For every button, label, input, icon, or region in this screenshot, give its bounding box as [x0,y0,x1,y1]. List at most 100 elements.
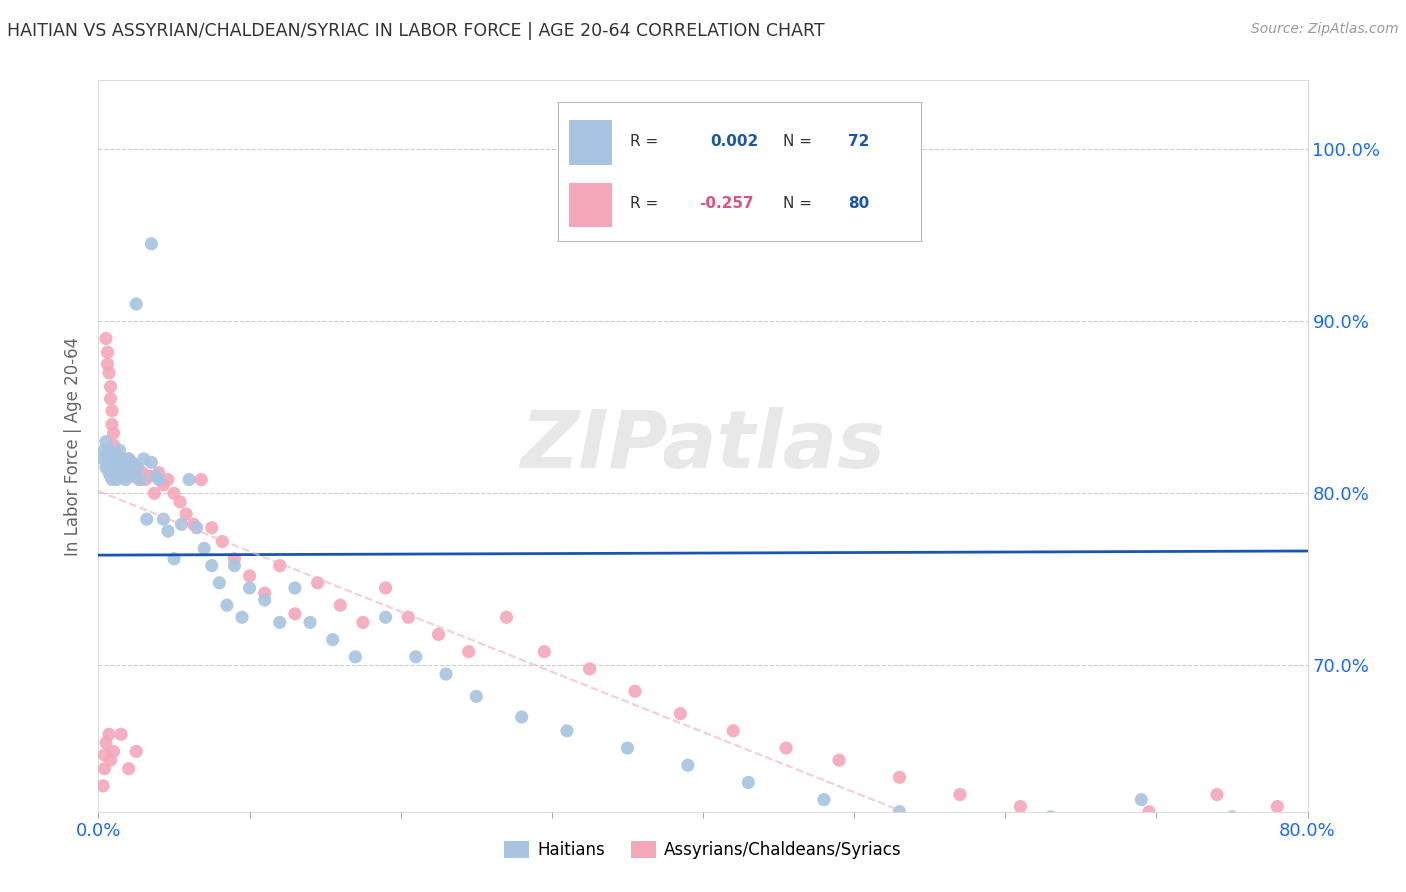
Point [163,551,186,566]
Point [110,727,132,741]
Point [405,649,427,664]
Point [186,521,208,535]
Point [533,645,555,659]
Point [1220,810,1243,824]
Point [284,607,307,621]
Point [201,558,224,573]
Point [107,466,129,480]
Point [131,466,153,480]
Point [329,598,352,612]
Text: Source: ZipAtlas.com: Source: ZipAtlas.com [1251,22,1399,37]
Legend: Haitians, Assyrians/Chaldeans/Syriacs: Haitians, Assyrians/Chaldeans/Syriacs [498,834,908,865]
Point [91,779,114,793]
Point [114,473,136,487]
Point [120,466,142,480]
Point [108,460,131,475]
Point [124,469,146,483]
Point [775,741,797,756]
Point [118,451,141,466]
Point [101,455,124,469]
Point [737,775,759,789]
Point [94,736,117,750]
Point [100,379,122,393]
Point [148,473,170,487]
Point [1267,799,1289,814]
Point [169,495,191,509]
Point [110,451,132,466]
Point [224,558,246,573]
Point [94,460,117,475]
Point [253,593,276,607]
Point [215,598,238,612]
Point [127,460,149,475]
Point [457,645,479,659]
Point [141,455,163,469]
Point [624,684,647,698]
Point [100,392,122,406]
Point [307,575,329,590]
Point [105,460,128,475]
Point [170,517,193,532]
Point [156,473,179,487]
Point [183,517,205,532]
Point [1070,817,1092,831]
Point [299,615,322,630]
Point [115,460,138,475]
Point [174,507,197,521]
Point [103,466,125,480]
Point [208,575,231,590]
Point [139,469,162,483]
Text: HAITIAN VS ASSYRIAN/CHALDEAN/SYRIAC IN LABOR FORCE | AGE 20-64 CORRELATION CHART: HAITIAN VS ASSYRIAN/CHALDEAN/SYRIAC IN L… [7,22,825,40]
Point [1296,827,1319,841]
Point [93,747,115,762]
Point [156,524,179,539]
Point [103,438,125,452]
Point [193,541,215,556]
Point [723,723,745,738]
Point [111,451,134,466]
Point [616,741,638,756]
Point [179,473,201,487]
Point [322,632,344,647]
Point [152,512,174,526]
Point [352,615,374,630]
Point [1039,810,1062,824]
Point [239,581,262,595]
Point [669,706,692,721]
Point [374,610,396,624]
Point [163,486,186,500]
Point [101,417,124,432]
Point [134,473,156,487]
Point [108,443,131,458]
Point [211,534,233,549]
Point [112,455,135,469]
Point [93,443,115,458]
Point [112,455,135,469]
Point [107,455,129,469]
Point [1130,792,1153,806]
Point [101,473,124,487]
Point [889,770,911,784]
Point [269,615,291,630]
Point [96,345,118,359]
Point [396,610,419,624]
Point [949,788,972,802]
Point [510,710,533,724]
Point [145,469,167,483]
Point [239,569,262,583]
Point [103,744,125,758]
Point [115,466,138,480]
Point [101,403,124,417]
Point [94,434,117,449]
Point [201,521,224,535]
Point [100,451,122,466]
Point [434,667,457,681]
Point [105,449,128,463]
Point [98,727,121,741]
Point [111,466,134,480]
Point [813,792,835,806]
Point [104,449,127,463]
Point [132,451,155,466]
Point [152,477,174,491]
Point [284,581,307,595]
